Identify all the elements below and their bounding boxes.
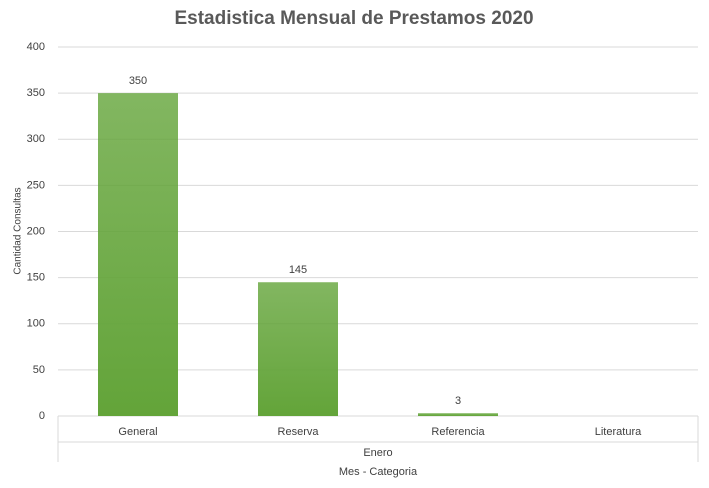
y-tick-label: 350 — [27, 87, 45, 99]
y-tick-label: 150 — [27, 272, 45, 284]
data-label: 350 — [129, 75, 147, 87]
y-axis-title: Cantidad Consultas — [13, 187, 24, 274]
bar — [418, 413, 498, 416]
y-tick-label: 250 — [27, 179, 45, 191]
x-axis-title: Mes - Categoria — [339, 466, 418, 478]
x-tick-label: Referencia — [431, 426, 485, 438]
bar — [258, 282, 338, 416]
data-label: 3 — [455, 395, 461, 407]
chart-title: Estadistica Mensual de Prestamos 2020 — [174, 8, 533, 29]
x-tick-label: General — [118, 426, 157, 438]
bar — [98, 93, 178, 416]
x-tick-label: Literatura — [595, 426, 642, 438]
y-tick-label: 100 — [27, 318, 45, 330]
y-tick-label: 50 — [33, 364, 45, 376]
y-tick-label: 200 — [27, 225, 45, 237]
data-label: 145 — [289, 264, 307, 276]
y-tick-label: 300 — [27, 133, 45, 145]
y-tick-label: 400 — [27, 41, 45, 53]
x-tick-label: Reserva — [278, 426, 320, 438]
group-label: Enero — [363, 447, 392, 459]
y-tick-label: 0 — [39, 410, 45, 422]
